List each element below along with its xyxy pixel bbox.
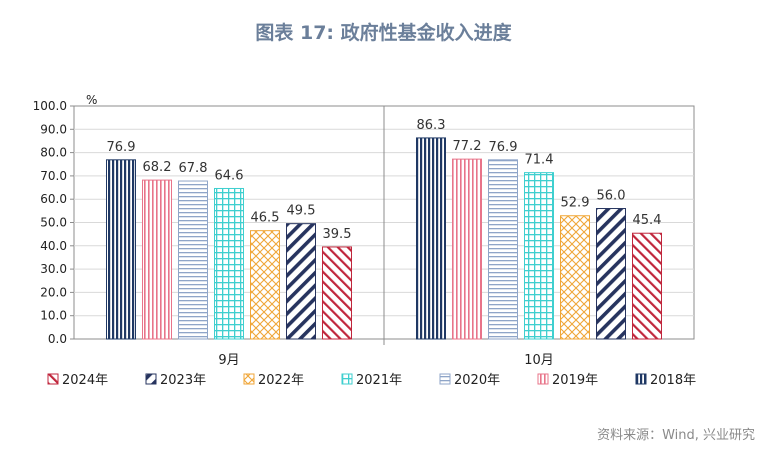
bar (416, 137, 446, 340)
data-label: 76.9 (489, 140, 518, 155)
y-tick-label: 100.0 (33, 99, 67, 113)
legend-swatch (341, 373, 353, 385)
legend-swatch (243, 373, 255, 385)
legend-label: 2020年 (454, 373, 500, 388)
data-label: 86.3 (417, 118, 446, 133)
legend-swatch (537, 373, 549, 385)
plot-area: 100.0 90.0 80.0 70.0 60.0 50.0 40.0 30.0 20.0 10.… (33, 93, 695, 368)
data-label: 76.9 (107, 140, 136, 155)
legend-label: 2018年 (650, 373, 696, 388)
legend-label: 2023年 (160, 373, 206, 388)
data-label: 45.4 (633, 213, 662, 228)
x-category-label: 10月 (524, 353, 554, 368)
y-tick-label: 40.0 (40, 239, 67, 253)
data-label: 71.4 (525, 153, 554, 168)
y-tick-label: 10.0 (40, 309, 67, 323)
x-category-label: 9月 (218, 353, 239, 368)
y-tick-label: 50.0 (40, 216, 67, 230)
source-note: 资料来源：Wind, 兴业研究 (597, 428, 755, 443)
bar (214, 187, 244, 340)
legend-swatch (145, 373, 157, 385)
y-tick-label: 0.0 (48, 332, 67, 346)
y-tick-label: 80.0 (40, 146, 67, 160)
y-unit-label: % (86, 93, 97, 107)
y-tick-label: 60.0 (40, 192, 67, 206)
data-label: 56.0 (597, 189, 626, 204)
data-label: 46.5 (251, 211, 280, 226)
bar (322, 246, 352, 340)
bar (142, 179, 172, 340)
bar (560, 215, 590, 340)
data-label: 77.2 (453, 139, 482, 154)
data-label: 67.8 (179, 161, 208, 176)
bar (632, 232, 662, 340)
bar (178, 180, 208, 340)
data-label: 68.2 (143, 160, 172, 175)
legend-label: 2024年 (62, 373, 108, 388)
legend-swatch (635, 373, 647, 385)
chart-title: 图表 17: 政府性基金收入进度 (255, 22, 512, 44)
data-label: 64.6 (215, 168, 244, 183)
y-tick-label: 20.0 (40, 285, 67, 299)
legend-label: 2019年 (552, 373, 598, 388)
bar (596, 208, 626, 340)
bar (286, 223, 316, 340)
legend-swatch (47, 373, 59, 385)
data-label: 39.5 (323, 227, 352, 242)
data-label: 52.9 (561, 196, 590, 211)
bar (106, 159, 136, 340)
legend-label: 2021年 (356, 373, 402, 388)
y-tick-label: 70.0 (40, 169, 67, 183)
bar (524, 172, 554, 340)
bar (488, 159, 518, 340)
bar (250, 230, 280, 340)
data-label: 49.5 (287, 204, 316, 219)
y-tick-label: 90.0 (40, 122, 67, 136)
bar (452, 158, 482, 340)
y-tick-label: 30.0 (40, 262, 67, 276)
legend-label: 2022年 (258, 373, 304, 388)
legend-swatch (439, 373, 451, 385)
legend: 2024年 2023年 2022年 2021年 2020年 2019年 2018年 (47, 373, 696, 388)
